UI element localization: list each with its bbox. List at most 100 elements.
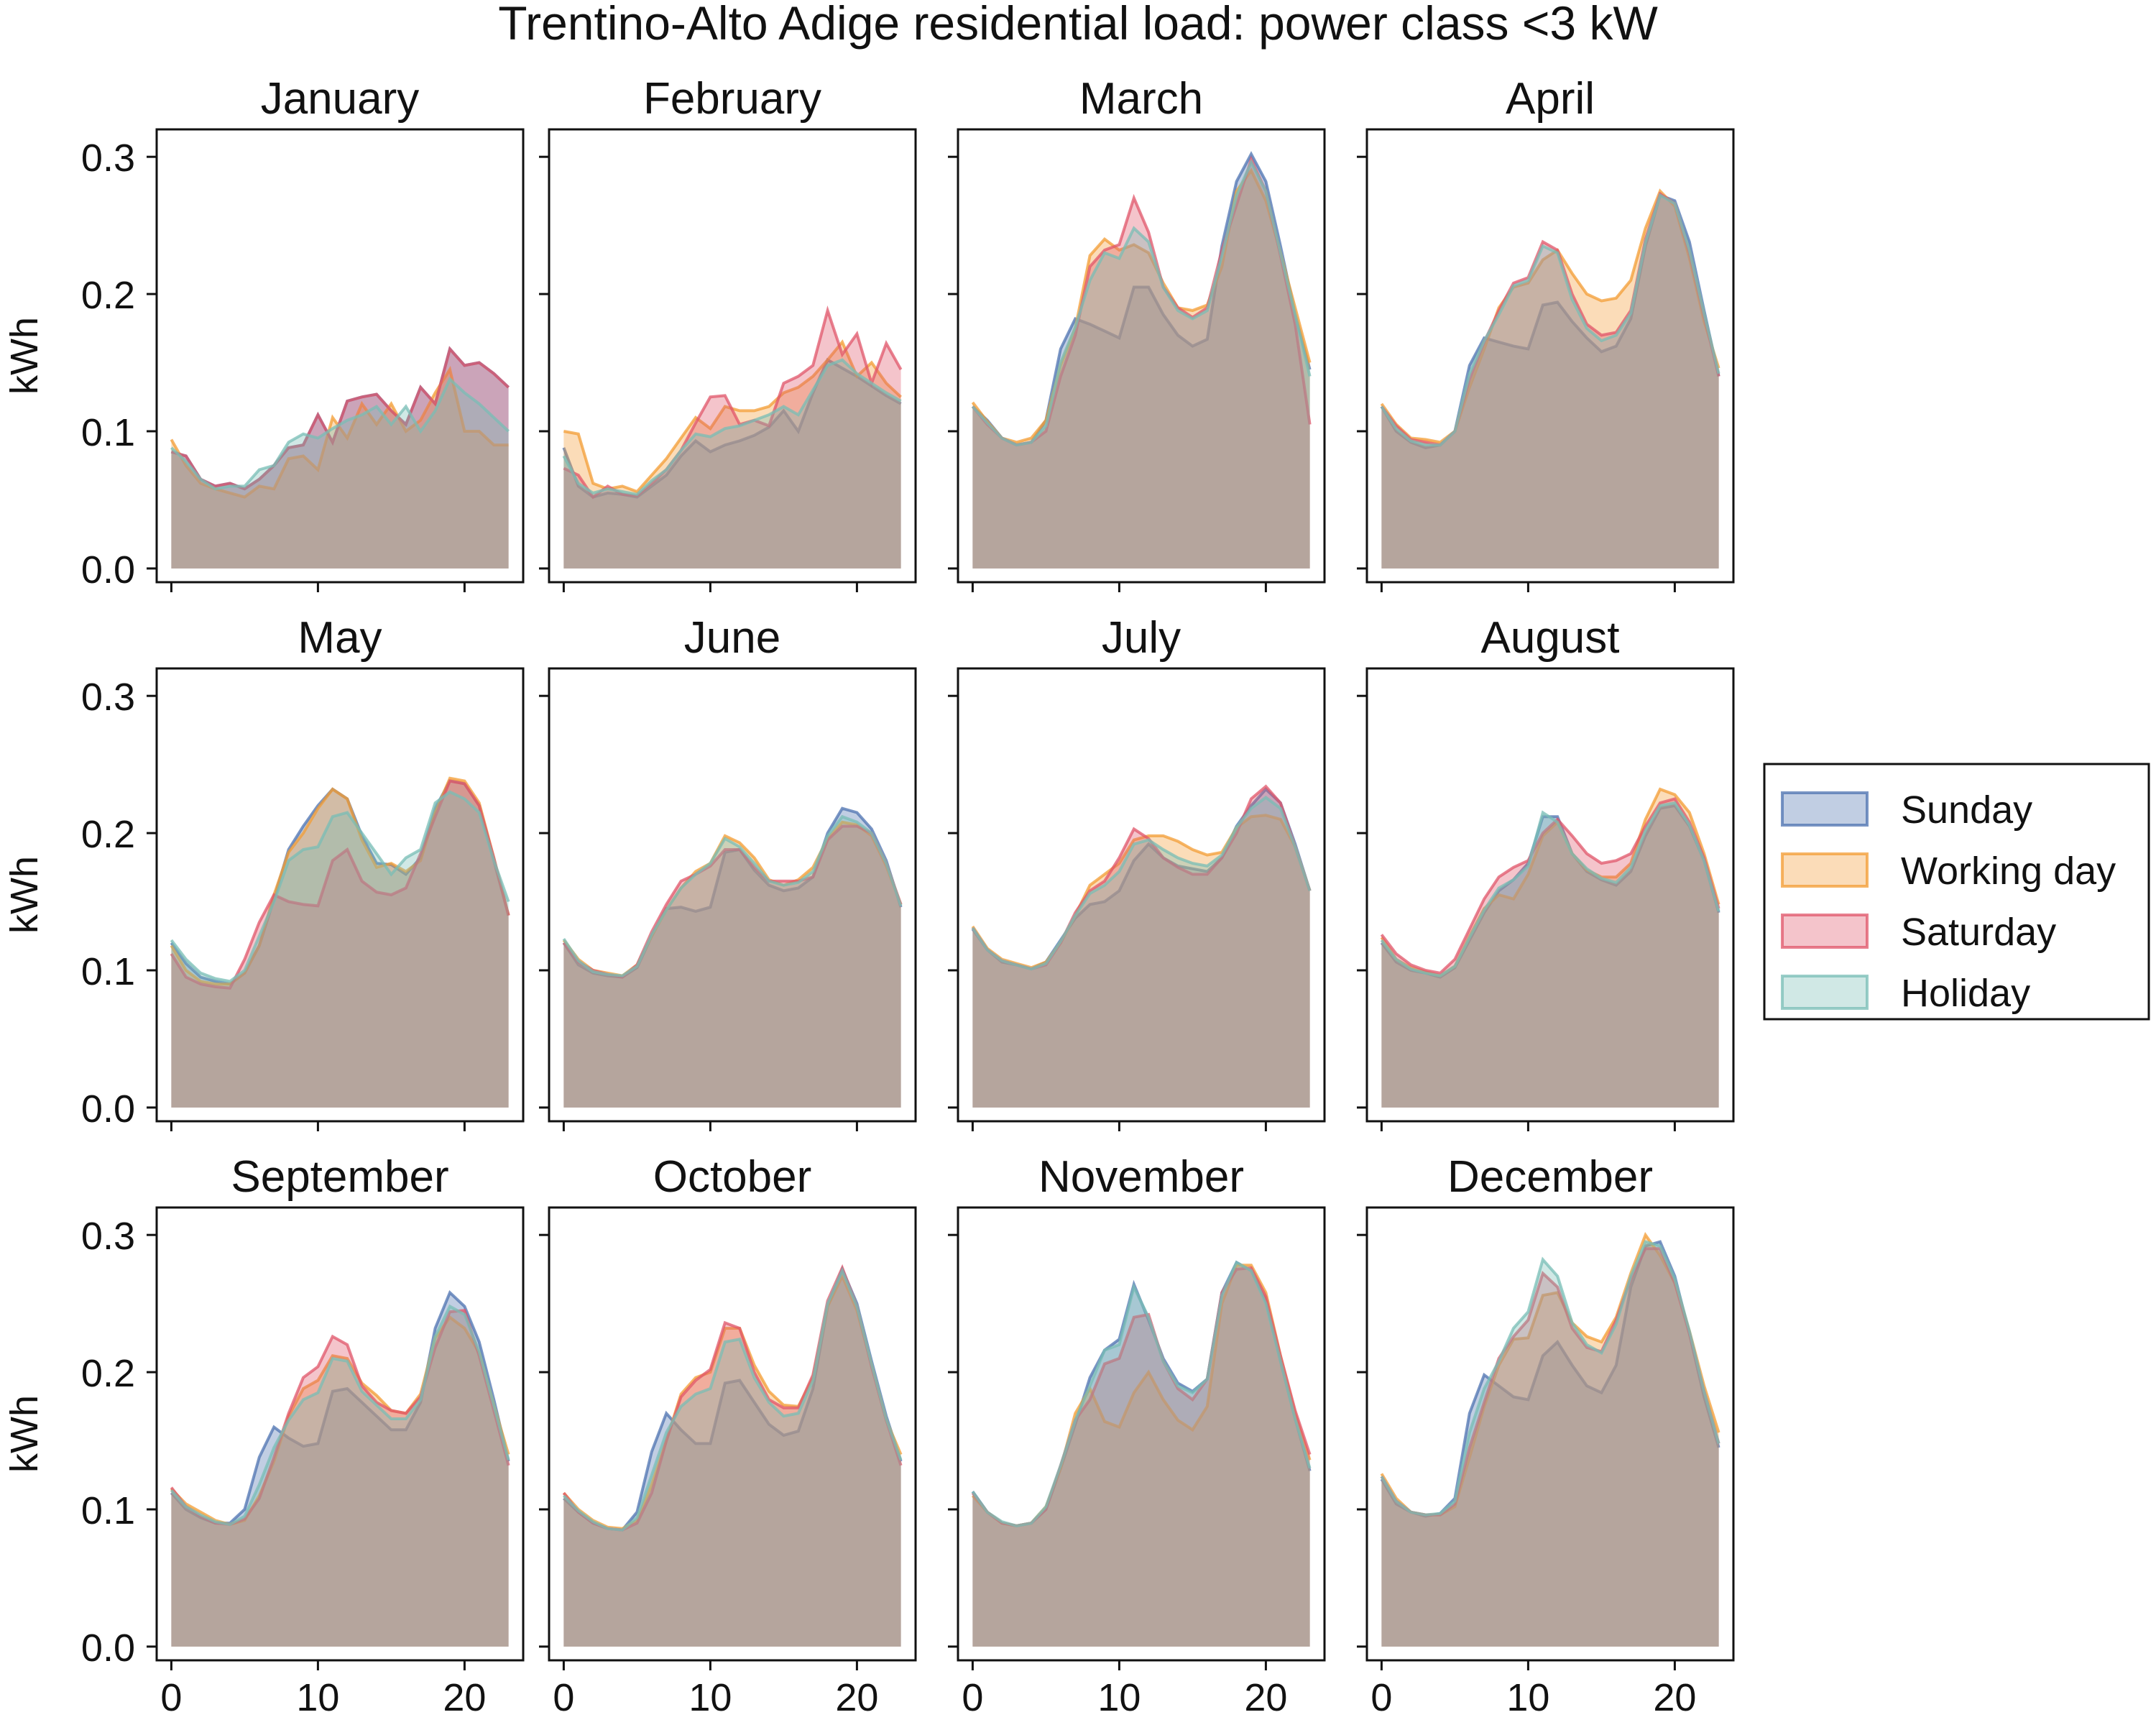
subplot-frame xyxy=(957,667,1326,1123)
series-area-saturday xyxy=(972,160,1310,569)
legend-label-holiday: Holiday xyxy=(1901,972,2030,1015)
series-area-working-day xyxy=(1381,1235,1719,1647)
series-area-saturday xyxy=(171,349,509,569)
series-line-holiday xyxy=(1380,193,1720,447)
subplot-frame xyxy=(1365,1206,1735,1662)
x-tick-label: 20 xyxy=(1244,1676,1287,1719)
subplot-title: October xyxy=(653,1152,812,1202)
series-line-holiday xyxy=(1380,801,1720,978)
x-tick-label: 20 xyxy=(1653,1676,1696,1719)
series-line-holiday xyxy=(1380,1240,1720,1517)
subplot-april: April xyxy=(1357,74,1735,592)
subplot-title: March xyxy=(1079,74,1203,124)
legend-swatch-saturday xyxy=(1781,914,1869,949)
subplot-frame xyxy=(957,128,1326,584)
x-tick-label: 0 xyxy=(160,1676,182,1719)
subplot-february: February xyxy=(539,74,917,592)
x-tick-label: 0 xyxy=(553,1676,574,1719)
chart-title: Trentino-Alto Adige residential load: po… xyxy=(498,0,1658,50)
series-area-sunday xyxy=(563,1269,901,1647)
series-area-sunday xyxy=(972,789,1310,1108)
subplot-title: April xyxy=(1506,74,1595,124)
series-line-holiday xyxy=(971,159,1312,447)
series-line-holiday xyxy=(170,1304,510,1527)
subplot-july: July xyxy=(948,613,1326,1131)
series-area-sunday xyxy=(1381,1241,1719,1647)
legend: Sunday Working day Saturday Holiday xyxy=(1763,763,2150,1021)
x-tick-label: 10 xyxy=(296,1676,339,1719)
subplot-title: February xyxy=(643,74,821,124)
legend-swatch-holiday xyxy=(1781,975,1869,1010)
subplot-frame xyxy=(548,128,917,584)
subplot-title: July xyxy=(1102,613,1181,663)
subplot-frame xyxy=(548,667,917,1123)
series-area-working-day xyxy=(171,1317,509,1647)
series-area-holiday xyxy=(171,1306,509,1647)
subplot-frame xyxy=(548,1206,917,1662)
series-area-working-day xyxy=(171,778,509,1108)
y-tick-label: 0.2 xyxy=(81,813,135,856)
y-tick-label: 0.3 xyxy=(81,1215,135,1258)
series-area-sunday xyxy=(171,349,509,569)
legend-swatch-working-day xyxy=(1781,852,1869,888)
series-area-saturday xyxy=(563,310,901,569)
legend-label-saturday: Saturday xyxy=(1901,911,2056,954)
subplot-frame xyxy=(155,1206,525,1662)
subplot-august: August xyxy=(1357,613,1735,1131)
series-area-sunday xyxy=(972,1262,1310,1647)
y-axis-label: kWh xyxy=(3,317,46,395)
y-axis-label: kWh xyxy=(3,1395,46,1473)
subplot-frame xyxy=(155,128,525,584)
subplot-title: May xyxy=(298,613,382,663)
x-tick-label: 20 xyxy=(835,1676,878,1719)
y-tick-label: 0.0 xyxy=(81,1087,135,1131)
series-line-holiday xyxy=(170,790,510,983)
series-area-sunday xyxy=(1381,805,1719,1108)
y-tick-label: 0.1 xyxy=(81,411,135,454)
subplot-november: November 0 10 20 xyxy=(948,1152,1326,1719)
series-area-saturday xyxy=(972,786,1310,1108)
x-tick-label: 10 xyxy=(1506,1676,1549,1719)
series-area-sunday xyxy=(972,154,1310,569)
series-area-working-day xyxy=(171,369,509,569)
series-area-holiday xyxy=(972,162,1310,569)
y-tick-label: 0.2 xyxy=(81,1352,135,1395)
series-area-holiday xyxy=(972,1262,1310,1647)
legend-label-working-day: Working day xyxy=(1901,850,2116,893)
y-tick-label: 0.0 xyxy=(81,548,135,592)
x-tick-label: 10 xyxy=(1097,1676,1141,1719)
series-area-saturday xyxy=(1381,1248,1719,1647)
series-line-holiday xyxy=(170,377,510,491)
subplot-title: August xyxy=(1480,613,1619,663)
series-area-working-day xyxy=(972,1265,1310,1647)
series-line-saturday xyxy=(563,305,903,500)
series-area-working-day xyxy=(563,822,901,1108)
subplot-june: June xyxy=(539,613,917,1131)
subplot-september: September 0.0 0.1 0.2 0.3 kWh 0 10 20 xyxy=(3,1152,525,1719)
y-tick-label: 0.2 xyxy=(81,274,135,317)
series-area-sunday xyxy=(171,1292,509,1647)
subplot-title: June xyxy=(684,613,780,663)
series-area-holiday xyxy=(171,791,509,1108)
subplot-grid: January 0.0 0.1 0.2 0.3 kWh February March April… xyxy=(3,74,1735,1719)
y-tick-label: 0.1 xyxy=(81,950,135,993)
series-area-holiday xyxy=(972,797,1310,1108)
series-line-holiday xyxy=(562,358,902,496)
series-area-holiday xyxy=(563,816,901,1108)
series-area-saturday xyxy=(563,826,901,1108)
y-tick-label: 0.1 xyxy=(81,1489,135,1532)
x-tick-label: 0 xyxy=(1370,1676,1392,1719)
series-area-working-day xyxy=(972,170,1310,569)
series-line-working-day xyxy=(971,167,1312,444)
series-line-holiday xyxy=(971,1260,1312,1527)
subplot-frame xyxy=(1365,128,1735,584)
legend-label-sunday: Sunday xyxy=(1901,788,2032,832)
series-line-holiday xyxy=(562,1266,903,1532)
series-area-working-day xyxy=(1381,789,1719,1108)
subplot-title: January xyxy=(261,74,420,124)
x-tick-label: 20 xyxy=(443,1676,486,1719)
series-area-saturday xyxy=(1381,193,1719,569)
y-tick-label: 0.3 xyxy=(81,676,135,719)
